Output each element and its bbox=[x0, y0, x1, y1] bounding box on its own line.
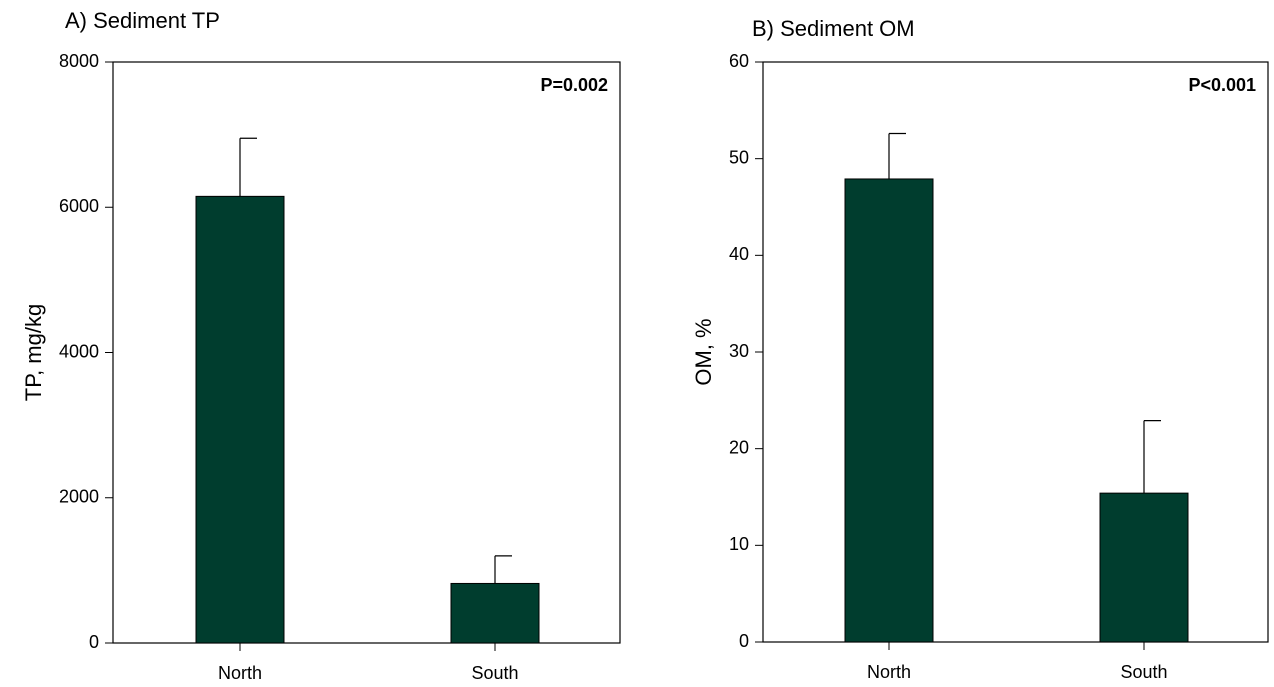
chart-title: A) Sediment TP bbox=[65, 8, 220, 33]
chart-title: B) Sediment OM bbox=[752, 16, 915, 41]
annotation: P<0.001 bbox=[1188, 75, 1256, 95]
y-tick-label: 10 bbox=[729, 534, 749, 554]
y-tick-label: 4000 bbox=[59, 341, 99, 361]
y-tick-label: 0 bbox=[89, 632, 99, 652]
bar bbox=[1099, 492, 1189, 643]
plot-frame bbox=[762, 61, 1269, 643]
x-tick-label: South bbox=[1120, 662, 1167, 682]
bar bbox=[450, 582, 540, 644]
y-axis-label: TP, mg/kg bbox=[21, 304, 46, 401]
bar bbox=[844, 178, 934, 643]
y-tick-label: 0 bbox=[739, 631, 749, 651]
y-tick-label: 20 bbox=[729, 437, 749, 457]
x-tick-label: South bbox=[471, 663, 518, 683]
y-axis-label: OM, % bbox=[691, 318, 716, 385]
y-tick-label: 50 bbox=[729, 147, 749, 167]
y-tick-label: 60 bbox=[729, 51, 749, 71]
annotation: P=0.002 bbox=[540, 75, 608, 95]
x-tick-label: North bbox=[867, 662, 911, 682]
plot-frame bbox=[112, 61, 621, 644]
x-tick-label: North bbox=[218, 663, 262, 683]
bar bbox=[195, 195, 285, 644]
y-tick-label: 8000 bbox=[59, 51, 99, 71]
y-tick-label: 40 bbox=[729, 244, 749, 264]
y-tick-label: 2000 bbox=[59, 487, 99, 507]
y-tick-label: 6000 bbox=[59, 196, 99, 216]
y-tick-label: 30 bbox=[729, 341, 749, 361]
